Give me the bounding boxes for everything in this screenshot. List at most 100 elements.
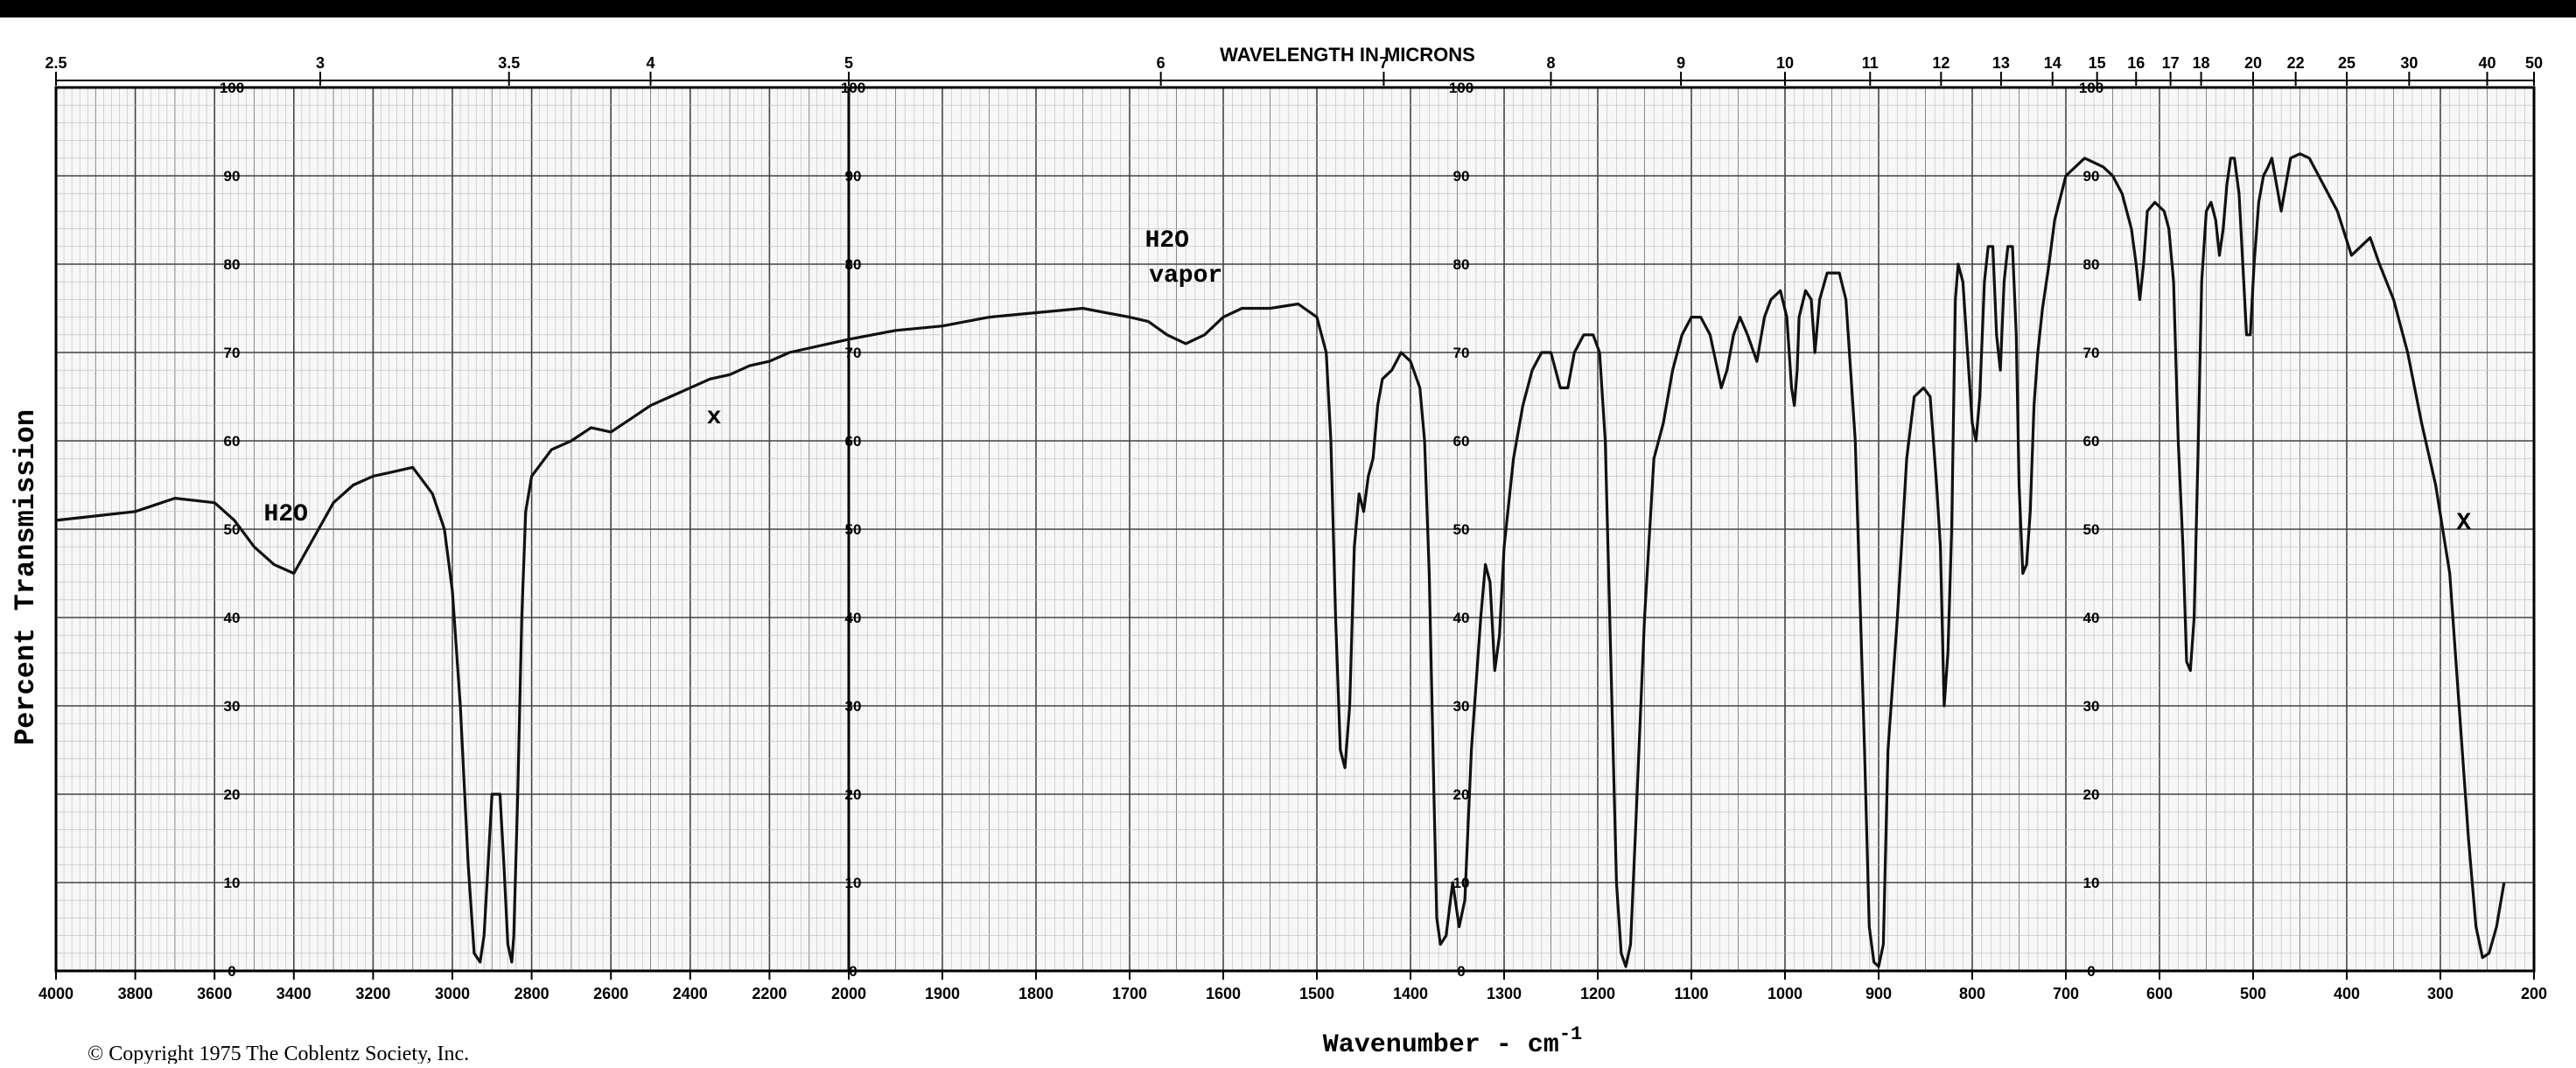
micron-tick-label: 2.5	[45, 54, 66, 72]
micron-tick-label: 18	[2193, 54, 2210, 72]
y-tick-label: 30	[224, 698, 241, 715]
y-tick-label: 0	[228, 963, 235, 980]
axis-layer: 4000 3800 3600 3400 3200 3000 2800 2600 2400 2200…	[38, 54, 2547, 1002]
micron-tick-label: 17	[2162, 54, 2180, 72]
y-axis-label: Percent Transmission	[10, 409, 42, 745]
micron-tick-label: 11	[1862, 54, 1879, 72]
x-tick-label: 1800	[1018, 985, 1054, 1002]
micron-tick-label: 16	[2127, 54, 2145, 72]
y-tick-label: 40	[1453, 610, 1470, 626]
copyright-text: © Copyright 1975 The Coblentz Society, I…	[88, 1043, 469, 1064]
x-tick-label: 1200	[1580, 985, 1615, 1002]
x-tick-label: 1600	[1206, 985, 1241, 1002]
micron-tick-label: 4	[646, 54, 654, 72]
annotation-label: X	[2456, 510, 2471, 537]
y-tick-label: 10	[845, 875, 862, 891]
x-tick-label: 900	[1866, 985, 1892, 1002]
y-tick-label: 30	[1453, 698, 1470, 715]
y-tick-label: 40	[845, 610, 862, 626]
micron-tick-label: 3.5	[498, 54, 520, 72]
y-tick-label: 90	[2083, 168, 2100, 185]
micron-tick-label: 30	[2400, 54, 2418, 72]
x-tick-label: 1400	[1393, 985, 1428, 1002]
y-tick-label: 60	[224, 433, 241, 450]
y-tick-label: 0	[2087, 963, 2095, 980]
micron-tick-label: 9	[1676, 54, 1685, 72]
grid-layer	[55, 87, 2535, 972]
micron-tick-label: 5	[844, 54, 853, 72]
y-tick-label: 80	[224, 256, 241, 273]
y-tick-label: 100	[841, 80, 865, 96]
annotation-label: x	[707, 404, 722, 431]
micron-tick-label: 10	[1776, 54, 1794, 72]
x-tick-label: 2000	[831, 985, 866, 1002]
x-tick-label: 1500	[1299, 985, 1334, 1002]
x-tick-label: 400	[2334, 985, 2360, 1002]
x-tick-label: 700	[2053, 985, 2079, 1002]
y-tick-label: 90	[224, 168, 241, 185]
y-tick-label: 60	[1453, 433, 1470, 450]
y-tick-label: 80	[2083, 256, 2100, 273]
spectrum-line	[55, 152, 2506, 968]
micron-tick-label: 22	[2287, 54, 2305, 72]
x-tick-label: 3400	[276, 985, 312, 1002]
x-tick-label: 200	[2521, 985, 2547, 1002]
micron-tick-label: 15	[2089, 54, 2106, 72]
x-tick-label: 500	[2240, 985, 2266, 1002]
y-tick-label: 40	[224, 610, 241, 626]
micron-tick-label: 14	[2044, 54, 2062, 72]
x-tick-label: 3000	[435, 985, 470, 1002]
micron-tick-label: 40	[2478, 54, 2496, 72]
annotation-label: H2O	[1145, 227, 1189, 255]
x-axis-label: Wavenumber - cm-1	[1323, 1023, 1582, 1060]
micron-tick-label: 7	[1379, 54, 1388, 72]
y-tick-label: 20	[1453, 786, 1470, 803]
micron-tick-label: 6	[1157, 54, 1166, 72]
y-tick-label: 90	[845, 168, 862, 185]
annotation-label: H2O	[264, 501, 308, 528]
micron-tick-label: 12	[1932, 54, 1950, 72]
x-tick-label: 1700	[1112, 985, 1147, 1002]
y-tick-label: 50	[2083, 521, 2100, 538]
x-tick-label: 300	[2427, 985, 2454, 1002]
y-tick-label: 80	[1453, 256, 1470, 273]
micron-tick-label: 20	[2244, 54, 2262, 72]
series-layer	[55, 152, 2506, 968]
x-tick-label: 1900	[925, 985, 960, 1002]
y-tick-label: 40	[2083, 610, 2100, 626]
x-tick-label: 1300	[1487, 985, 1522, 1002]
x-tick-label: 800	[1959, 985, 1985, 1002]
x-tick-label: 2600	[593, 985, 628, 1002]
x-tick-label: 3800	[118, 985, 153, 1002]
x-tick-label: 3200	[355, 985, 390, 1002]
y-tick-label: 70	[1453, 345, 1470, 361]
micron-tick-label: 3	[316, 54, 325, 72]
x-tick-label: 2800	[514, 985, 550, 1002]
y-tick-label: 30	[2083, 698, 2100, 715]
micron-tick-label: 50	[2525, 54, 2543, 72]
micron-tick-label: 8	[1546, 54, 1555, 72]
y-tick-label: 50	[1453, 521, 1470, 538]
micron-tick-label: 13	[1992, 54, 2010, 72]
y-tick-label: 80	[845, 256, 862, 273]
y-tick-label: 50	[224, 521, 241, 538]
top-black-border	[0, 0, 2576, 17]
y-tick-label: 30	[845, 698, 862, 715]
y-tick-label: 10	[2083, 875, 2100, 891]
frame-layer	[54, 86, 2536, 973]
y-tick-label: 0	[1457, 963, 1465, 980]
x-tick-label: 3600	[197, 985, 232, 1002]
annotation-label: vapor	[1149, 262, 1222, 290]
plot-frame	[54, 86, 2536, 973]
y-tick-label: 70	[2083, 345, 2100, 361]
micron-tick-label: 25	[2338, 54, 2356, 72]
y-tick-label: 100	[2079, 80, 2104, 96]
y-tick-label: 60	[2083, 433, 2100, 450]
y-tick-label: 70	[224, 345, 241, 361]
y-tick-label: 10	[224, 875, 241, 891]
y-tick-label: 90	[1453, 168, 1470, 185]
y-tick-label: 20	[845, 786, 862, 803]
y-tick-label: 60	[845, 433, 862, 450]
